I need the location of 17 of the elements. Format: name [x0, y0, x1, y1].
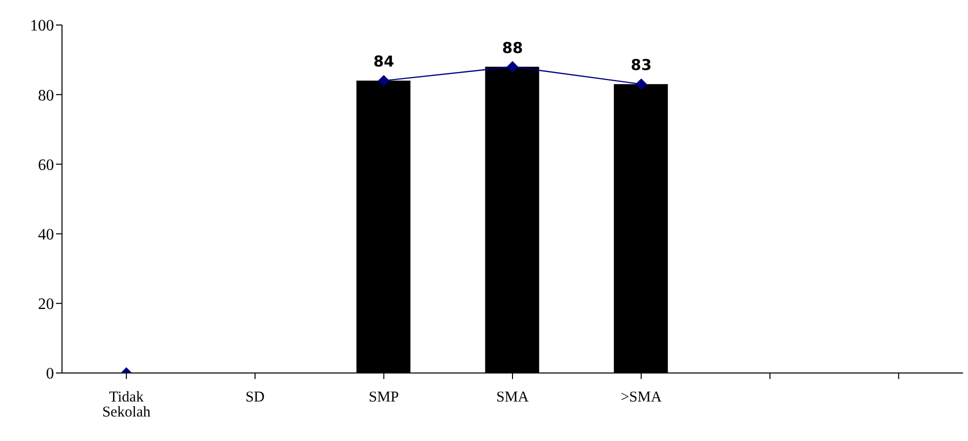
- data-label: 84: [373, 52, 394, 71]
- y-tick-label: 20: [38, 296, 54, 314]
- data-label: 88: [502, 38, 523, 57]
- y-tick-label: 0: [46, 366, 54, 383]
- x-tick-label: SMA: [496, 390, 529, 406]
- x-tick-label: Tidak Sekolah: [102, 390, 152, 421]
- point: [378, 75, 390, 86]
- y-tick-label: 80: [38, 87, 54, 104]
- x-tick-label: SD: [245, 390, 265, 406]
- point: [636, 78, 647, 90]
- y-tick-label: 40: [38, 226, 54, 244]
- point: [507, 61, 518, 72]
- x-tick-label: SMP: [368, 390, 399, 406]
- data-label: 83: [630, 56, 652, 74]
- y-tick-label: 60: [38, 156, 54, 174]
- y-tick-label: 100: [30, 18, 54, 35]
- x-tick-label: >SMA: [620, 390, 662, 406]
